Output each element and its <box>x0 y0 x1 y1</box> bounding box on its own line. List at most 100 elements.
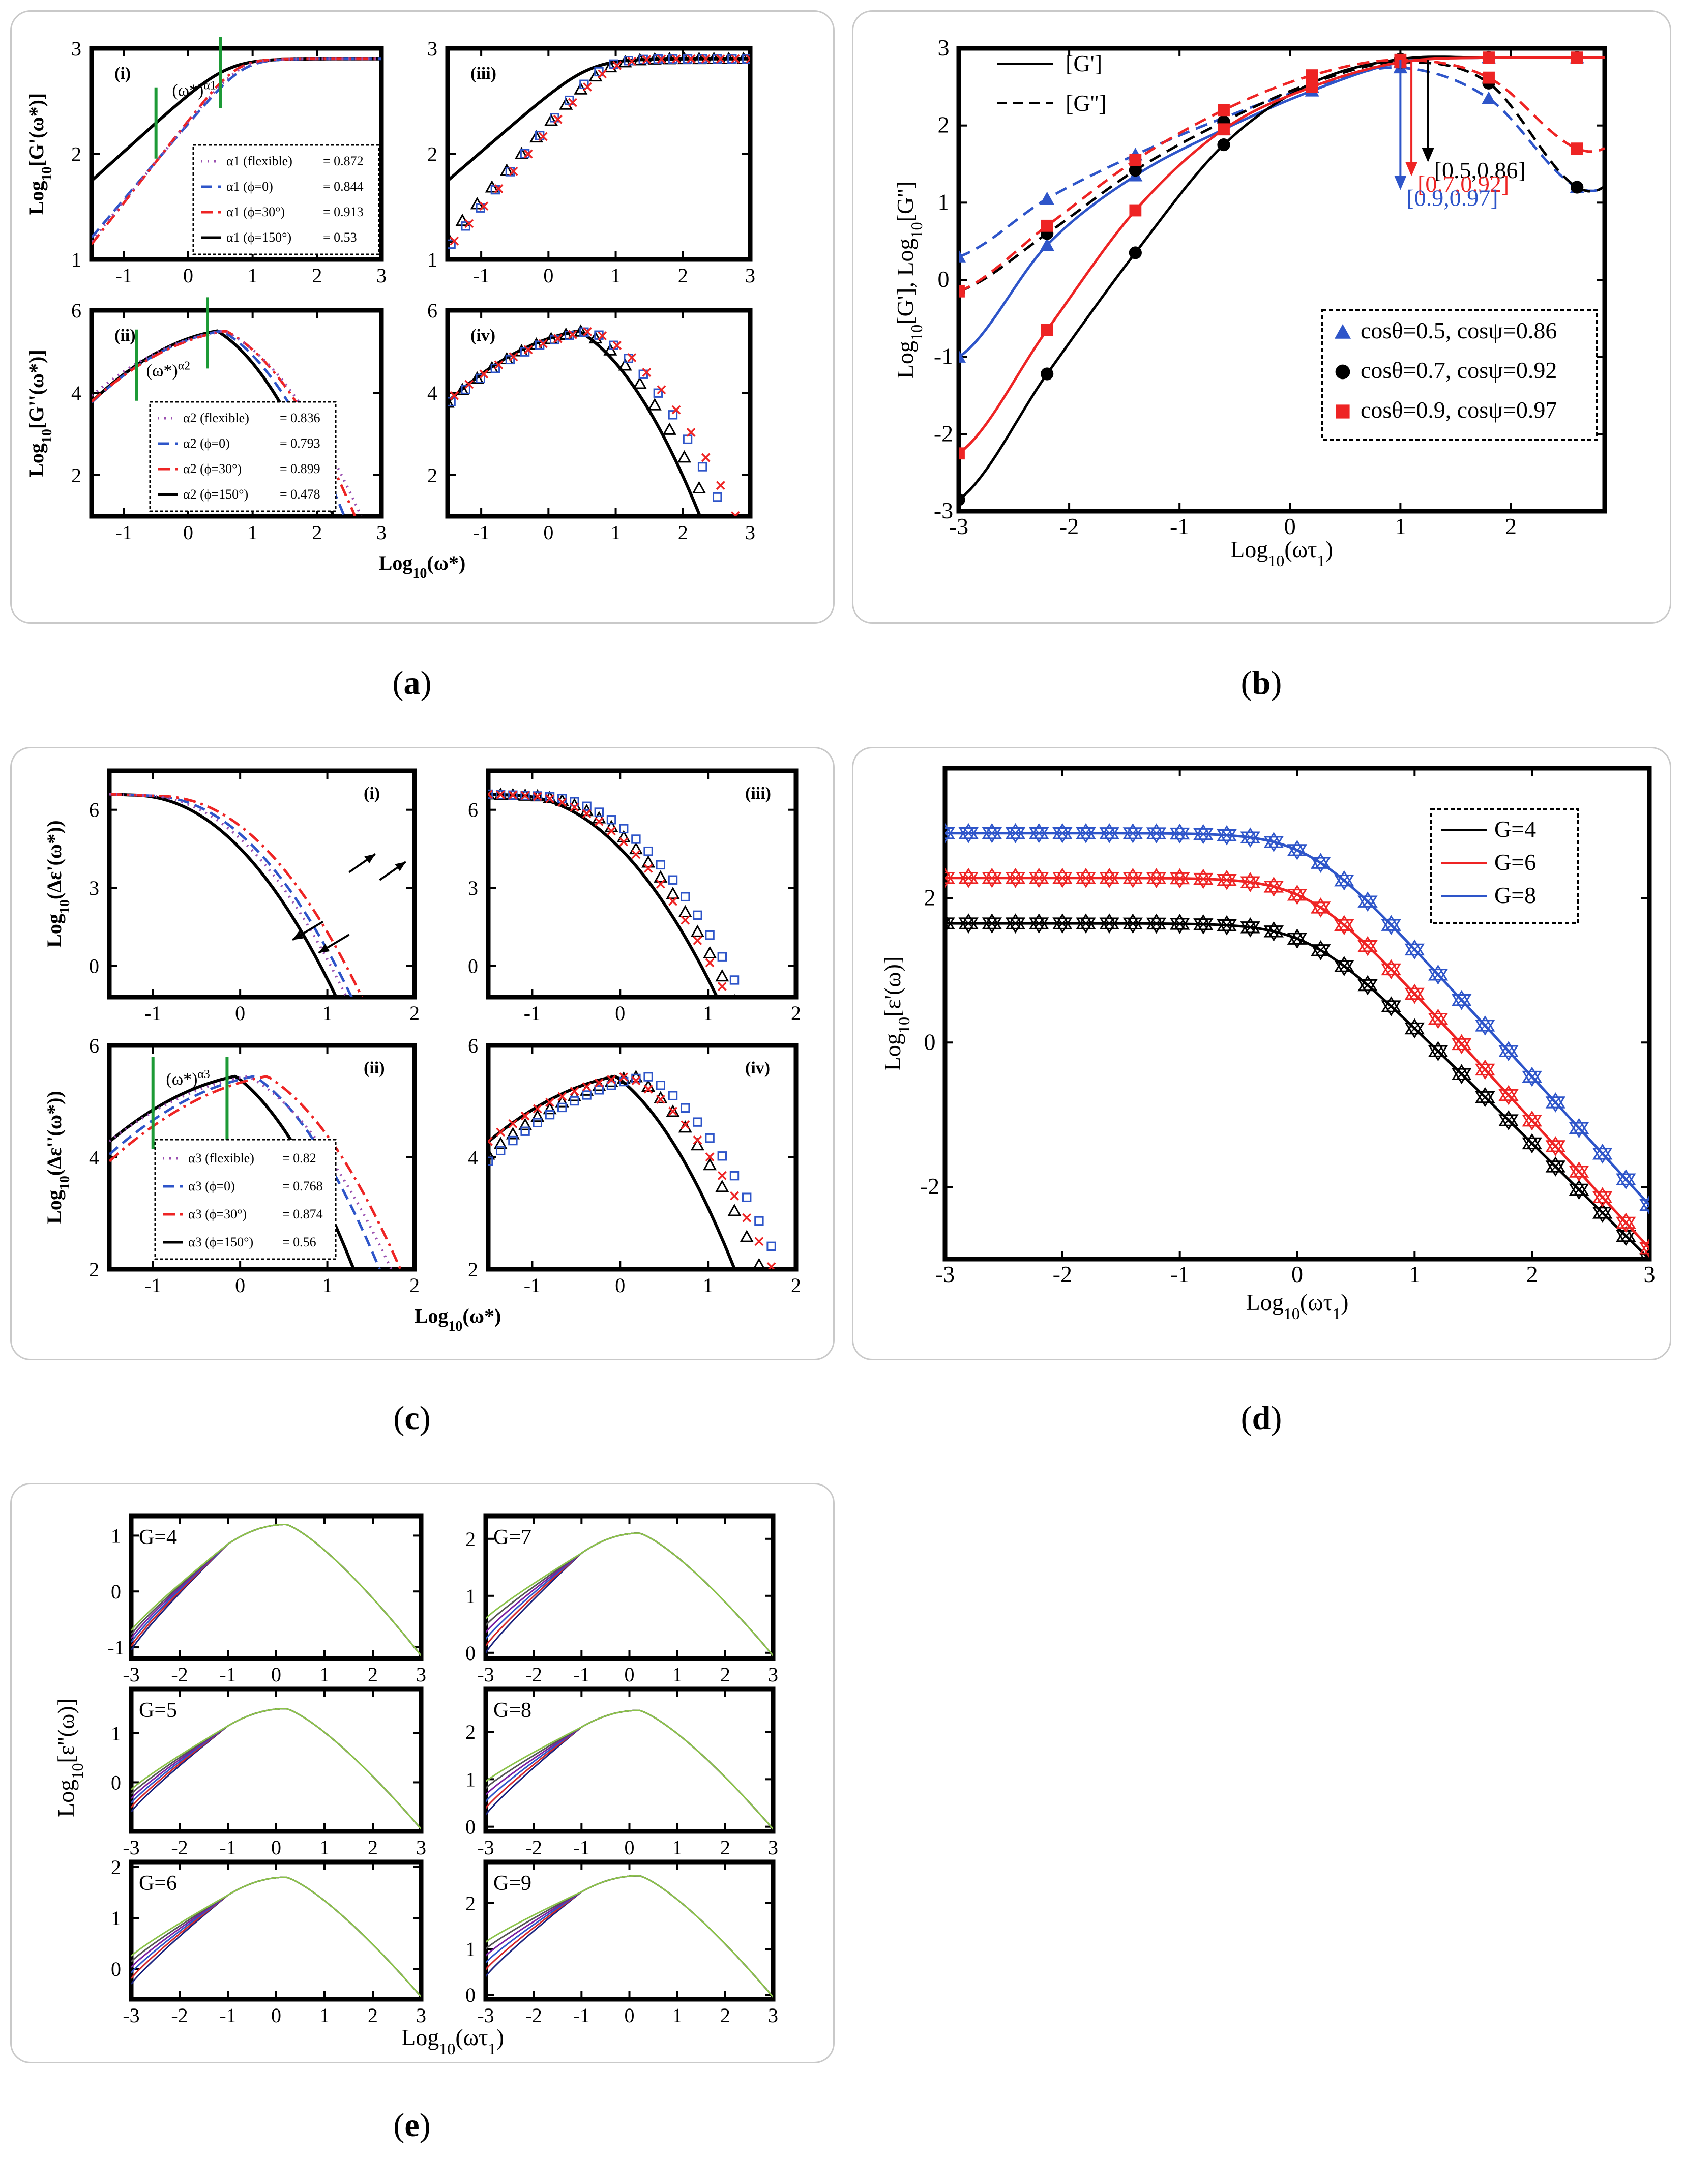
chart-a-sub-1-ytick-label: 1 <box>427 248 437 271</box>
chart-a-sub-3-marker <box>490 364 500 373</box>
chart-c-sub-0-curves <box>109 793 364 997</box>
chart-d-star-marker <box>1598 1192 1608 1202</box>
chart-a-sub-1-marker <box>538 132 548 141</box>
chart-d-star-marker <box>1263 877 1284 893</box>
chart-d-star-marker <box>1028 823 1049 839</box>
chart-d-star-marker <box>1545 1140 1566 1156</box>
chart-a-sub-3-label: (iv) <box>470 326 495 345</box>
chart-a-sub-2-annotation: (ω*)α2 <box>146 360 190 381</box>
chart-d-star-marker <box>1169 868 1190 885</box>
chart-d-star-marker <box>1222 920 1232 930</box>
chart-d-star-marker <box>1451 994 1472 1010</box>
chart-d-star-marker <box>1621 1174 1631 1184</box>
chart-e-sub-4-xtick-label: 2 <box>368 2004 378 2027</box>
chart-a-sub-2-legend-label: α2 (ϕ=150°) <box>183 487 248 502</box>
chart-c-sub-1-ytick-label: 6 <box>468 799 478 822</box>
chart-c-sub-0-shift-arrowhead <box>292 930 304 940</box>
chart-a-sub-3-marker <box>638 369 648 379</box>
chart-d-star-marker <box>1334 960 1354 976</box>
chart-d-star-marker <box>1268 882 1279 892</box>
chart-d-star-marker <box>1409 945 1420 954</box>
chart-d-star-marker <box>1310 897 1331 914</box>
chart-e-sub-0-ytick-label: -1 <box>107 1636 124 1659</box>
chart-a-sub-2-label: (ii) <box>114 326 136 345</box>
chart-b-style-legend-label: [G''] <box>1066 90 1106 116</box>
chart-d-star-marker <box>1292 934 1302 944</box>
chart-b-crossover-arrowhead <box>1394 176 1407 190</box>
chart-c-sub-3-marker <box>643 1072 653 1082</box>
chart-d-star-marker <box>1598 1149 1608 1159</box>
chart-a-sub-1-marker <box>701 54 711 64</box>
chart-d-star-marker <box>1122 913 1143 929</box>
chart-d-star-marker <box>1081 918 1091 928</box>
chart-d-star-marker <box>1122 917 1143 934</box>
chart-a-sub-3-marker <box>677 450 691 463</box>
chart-e-sub-3-ytick-label: 1 <box>465 1768 476 1791</box>
chart-d-star-marker <box>1457 1039 1467 1049</box>
chart-e-ylabel: Log10[ε''(ω)] <box>53 1698 86 1817</box>
chart-d-star-marker <box>1169 827 1190 844</box>
chart-a-sub-3-marker <box>476 373 485 384</box>
chart-c-sub-3-marker <box>730 1191 739 1201</box>
chart-e-sub-4-curve-5 <box>131 1876 421 1997</box>
chart-d-star-marker <box>1316 858 1326 868</box>
chart-c-sub-2-curve-2 <box>109 1075 402 1269</box>
chart-a-sub-3-marker <box>461 385 470 394</box>
chart-c-sub-1-ytick-label: 3 <box>468 877 478 899</box>
chart-e-sub-1-ytick-label: 1 <box>465 1585 476 1608</box>
chart-c-sub-1-marker <box>666 886 680 899</box>
chart-c-sub-3-marker <box>715 1179 729 1192</box>
chart-a-sub-0-ytick-label: 2 <box>71 143 81 166</box>
chart-a-sub-3-marker <box>568 330 577 339</box>
chart-d-star-marker <box>963 918 973 928</box>
chart-e-sub-1-curve-5 <box>486 1532 773 1656</box>
chart-e-sub-3-xtick-label: -3 <box>477 1836 494 1859</box>
chart-d-star-marker <box>945 873 950 883</box>
chart-c-sub-1-marker <box>693 910 702 920</box>
chart-d-star-marker <box>1169 823 1190 840</box>
chart-c-sub-3-marker <box>656 1081 665 1090</box>
chart-b-point <box>1040 191 1054 205</box>
chart-e-sub-2-xtick-label: 2 <box>368 1836 378 1859</box>
chart-c-sub-2-legend-value: = 0.768 <box>282 1179 323 1193</box>
chart-c-sub-1: -1 0 1 2 0 3 6 (iii) <box>468 768 801 1025</box>
chart-d-star-marker <box>1310 901 1331 918</box>
chart-d-star-marker <box>1522 1110 1542 1127</box>
chart-d-star-marker <box>958 867 979 884</box>
chart-d-star-marker <box>1146 827 1167 843</box>
chart-c-sub-3-marker <box>520 1111 530 1121</box>
chart-b-ytick-label: -2 <box>934 420 953 446</box>
chart-c-sub-3-marker <box>681 1120 690 1129</box>
chart-d-star-marker <box>1480 1092 1490 1102</box>
chart-b-ytick-label: 3 <box>938 35 950 61</box>
chart-d-star-marker <box>1451 1064 1472 1080</box>
chart-d-star-marker <box>1550 1097 1560 1108</box>
chart-c-sub-3-marker <box>582 1082 592 1092</box>
chart-d-star-marker <box>1169 872 1190 889</box>
chart-d-star-marker <box>1457 995 1467 1005</box>
chart-d-star-marker <box>1404 983 1425 1000</box>
chart-a-sub-3-marker <box>730 511 740 516</box>
chart-d-star-marker <box>1310 857 1331 873</box>
chart-c-sub-1-marker <box>488 790 493 799</box>
chart-c-sub-1-marker <box>496 790 506 800</box>
chart-d-star-marker <box>1569 1166 1589 1182</box>
chart-d-star-marker <box>1052 917 1073 934</box>
chart-b-frame <box>956 46 1607 514</box>
chart-d-star-marker <box>1386 965 1396 974</box>
chart-c-sub-3-marker <box>654 1091 668 1103</box>
chart-d-star-marker <box>1592 1187 1613 1204</box>
chart-d-star-marker <box>1545 1092 1566 1109</box>
chart-d-star-marker <box>1104 873 1114 883</box>
chart-b-xtick-label: -1 <box>1170 513 1189 539</box>
chart-d-xtick-label: -3 <box>935 1261 955 1287</box>
chart-a-sub-0-legend-value: = 0.53 <box>323 230 357 245</box>
chart-d-star-marker <box>1574 1185 1584 1195</box>
chart-c-sub-3-marker <box>705 1133 715 1143</box>
chart-c-sub-3-marker <box>742 1192 752 1202</box>
chart-d-star-marker <box>1592 1148 1613 1164</box>
chart-d-star-marker <box>1169 918 1190 934</box>
chart-e-sub-3-ytick-label: 2 <box>465 1721 476 1743</box>
chart-c-sub-3-marker <box>752 1258 765 1269</box>
chart-e-sub-3-curves <box>486 1709 773 1830</box>
